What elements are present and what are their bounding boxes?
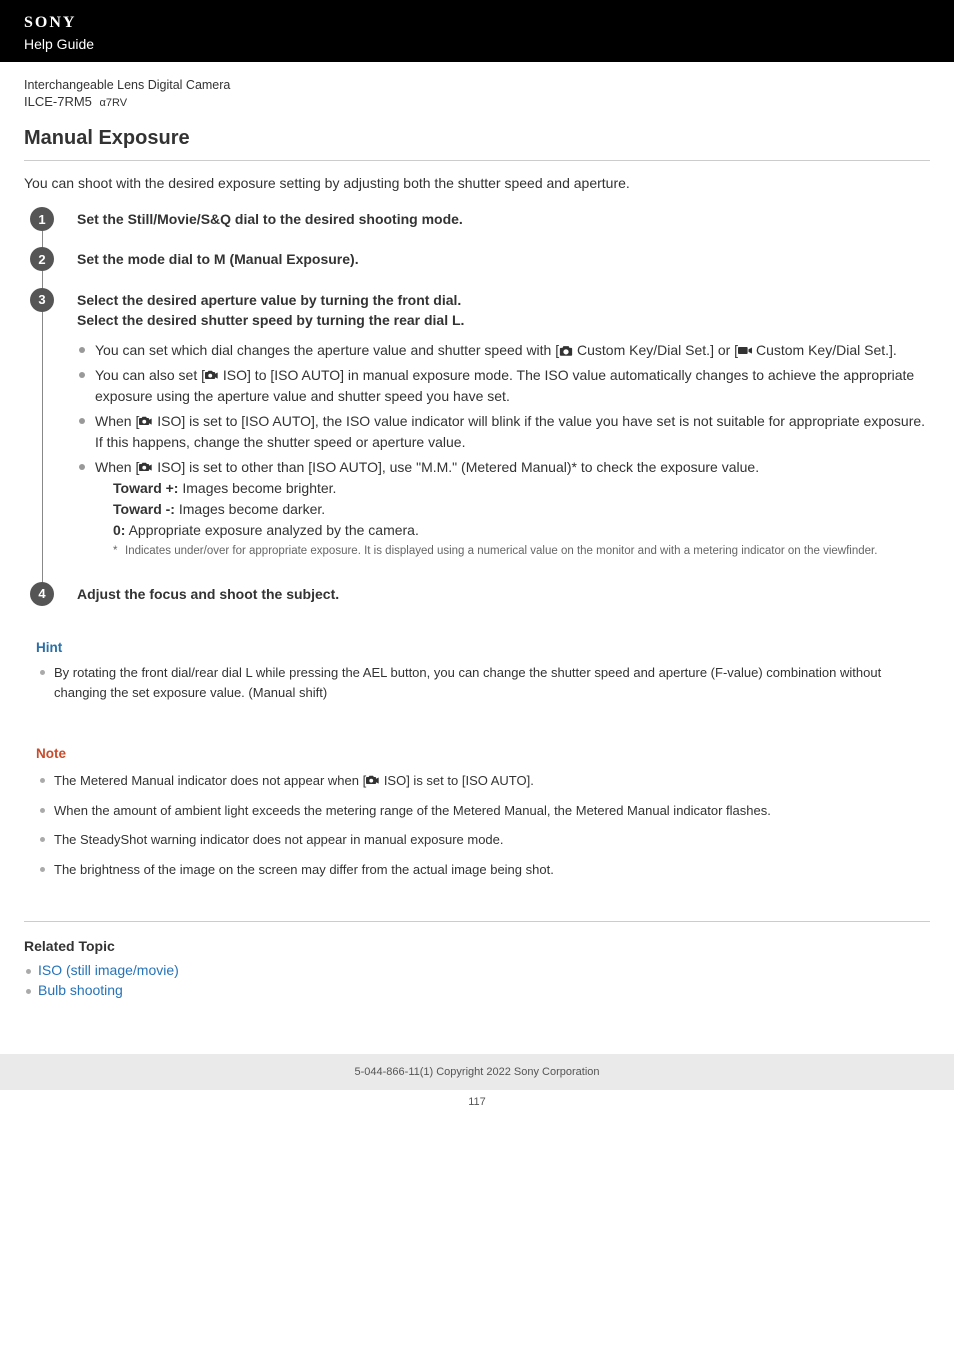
list-item: Bulb shooting bbox=[24, 982, 930, 998]
intro-text: You can shoot with the desired exposure … bbox=[24, 175, 930, 191]
page-number: 117 bbox=[0, 1090, 954, 1124]
note-list: The Metered Manual indicator does not ap… bbox=[36, 771, 918, 879]
step-title-line1: Select the desired aperture value by tur… bbox=[77, 290, 930, 310]
zero-line: 0: Appropriate exposure analyzed by the … bbox=[95, 520, 930, 541]
text-part: You can also set [ bbox=[95, 367, 205, 383]
step-title-line2: Select the desired shutter speed by turn… bbox=[77, 310, 930, 330]
camera-combo-icon bbox=[139, 415, 153, 428]
product-type: Interchangeable Lens Digital Camera bbox=[24, 78, 930, 92]
list-item: The brightness of the image on the scree… bbox=[36, 860, 918, 880]
camera-combo-icon bbox=[139, 461, 153, 474]
product-suffix: α7RV bbox=[100, 97, 128, 109]
step-number-badge: 3 bbox=[30, 288, 54, 312]
camera-combo-icon bbox=[366, 774, 380, 787]
list-item: The SteadyShot warning indicator does no… bbox=[36, 830, 918, 850]
text: Images become brighter. bbox=[178, 480, 336, 496]
step-1: 1 Set the Still/Movie/S&Q dial to the de… bbox=[42, 209, 930, 249]
header-bar: SONY Help Guide bbox=[0, 0, 954, 62]
label: Toward +: bbox=[113, 480, 178, 496]
text-part: Custom Key/Dial Set.]. bbox=[752, 342, 897, 358]
camera-combo-icon bbox=[205, 369, 219, 382]
text: Appropriate exposure analyzed by the cam… bbox=[125, 522, 418, 538]
step-4: 4 Adjust the focus and shoot the subject… bbox=[42, 584, 930, 608]
list-item: You can set which dial changes the apert… bbox=[77, 340, 930, 361]
title-divider bbox=[24, 160, 930, 161]
brand-logo: SONY bbox=[24, 14, 930, 32]
list-item: By rotating the front dial/rear dial L w… bbox=[36, 663, 918, 702]
list-item: The Metered Manual indicator does not ap… bbox=[36, 771, 918, 791]
step-number-badge: 4 bbox=[30, 582, 54, 606]
hint-section: Hint By rotating the front dial/rear dia… bbox=[24, 630, 930, 714]
text-part: ISO] is set to other than [ISO AUTO], us… bbox=[153, 459, 759, 475]
list-item: When the amount of ambient light exceeds… bbox=[36, 801, 918, 821]
text-part: ISO] is set to [ISO AUTO], the ISO value… bbox=[95, 413, 925, 450]
step-title: Adjust the focus and shoot the subject. bbox=[77, 584, 930, 604]
camera-movie-icon bbox=[738, 344, 752, 357]
product-model-line: ILCE-7RM5 α7RV bbox=[24, 94, 930, 109]
label: 0: bbox=[113, 522, 125, 538]
related-link-iso[interactable]: ISO (still image/movie) bbox=[38, 962, 179, 978]
footnote-marker: * bbox=[113, 543, 117, 560]
page-title: Manual Exposure bbox=[24, 127, 930, 150]
related-link-bulb[interactable]: Bulb shooting bbox=[38, 982, 123, 998]
content-area: Interchangeable Lens Digital Camera ILCE… bbox=[0, 62, 954, 1026]
step-number-badge: 2 bbox=[30, 247, 54, 271]
text-part: You can set which dial changes the apert… bbox=[95, 342, 559, 358]
related-divider bbox=[24, 921, 930, 922]
hint-title: Hint bbox=[36, 640, 918, 655]
help-guide-label: Help Guide bbox=[24, 36, 930, 52]
steps-container: 1 Set the Still/Movie/S&Q dial to the de… bbox=[30, 209, 930, 608]
camera-still-icon bbox=[559, 344, 573, 357]
step-number-badge: 1 bbox=[30, 207, 54, 231]
list-item: When [ ISO] is set to [ISO AUTO], the IS… bbox=[77, 411, 930, 453]
text: Images become darker. bbox=[175, 501, 325, 517]
step-title: Set the mode dial to M (Manual Exposure)… bbox=[77, 249, 930, 269]
note-title: Note bbox=[36, 746, 918, 761]
text-part: ISO] is set to [ISO AUTO]. bbox=[380, 773, 534, 788]
step3-bullet-list: You can set which dial changes the apert… bbox=[77, 340, 930, 560]
list-item: When [ ISO] is set to other than [ISO AU… bbox=[77, 457, 930, 560]
footnote: * Indicates under/over for appropriate e… bbox=[95, 543, 930, 560]
related-title: Related Topic bbox=[24, 938, 930, 954]
related-topic-section: Related Topic ISO (still image/movie) Bu… bbox=[24, 921, 930, 998]
note-section: Note The Metered Manual indicator does n… bbox=[24, 736, 930, 891]
text-part: When [ bbox=[95, 413, 139, 429]
list-item: ISO (still image/movie) bbox=[24, 962, 930, 978]
list-item: You can also set [ ISO] to [ISO AUTO] in… bbox=[77, 365, 930, 407]
product-model: ILCE-7RM5 bbox=[24, 94, 92, 109]
hint-list: By rotating the front dial/rear dial L w… bbox=[36, 663, 918, 702]
step-title: Set the Still/Movie/S&Q dial to the desi… bbox=[77, 209, 930, 229]
text-part: When [ bbox=[95, 459, 139, 475]
footer-copyright: 5-044-866-11(1) Copyright 2022 Sony Corp… bbox=[0, 1054, 954, 1090]
text-part: Custom Key/Dial Set.] or [ bbox=[573, 342, 738, 358]
toward-plus: Toward +: Images become brighter. bbox=[95, 478, 930, 499]
related-links: ISO (still image/movie) Bulb shooting bbox=[24, 962, 930, 998]
footnote-text: Indicates under/over for appropriate exp… bbox=[125, 545, 877, 557]
label: Toward -: bbox=[113, 501, 175, 517]
step-3: 3 Select the desired aperture value by t… bbox=[42, 290, 930, 584]
step-body: You can set which dial changes the apert… bbox=[77, 340, 930, 560]
toward-minus: Toward -: Images become darker. bbox=[95, 499, 930, 520]
step-2: 2 Set the mode dial to M (Manual Exposur… bbox=[42, 249, 930, 289]
text-part: The Metered Manual indicator does not ap… bbox=[54, 773, 366, 788]
